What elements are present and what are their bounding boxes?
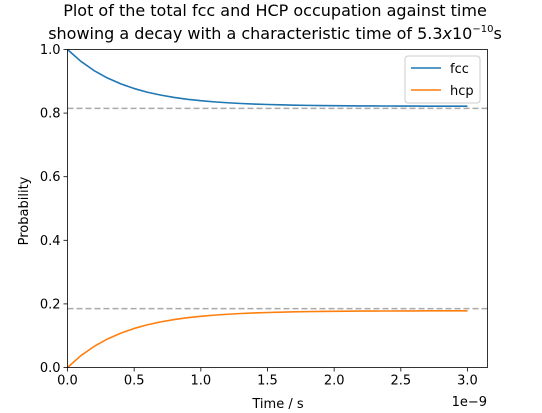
y-tick-label: 0.8 [40,107,61,122]
legend-label-hcp: hcp [450,84,474,99]
chart-title-line-2-exponent: −10 [472,24,493,35]
y-tick-label: 0.2 [40,297,61,312]
legend: fcc hcp [404,55,481,104]
x-tick-label: 1.0 [190,374,211,389]
x-tick-label: 1.5 [257,374,278,389]
chart-title-line-2-base: 10 [452,24,472,43]
y-tick-label: 1.0 [40,43,61,58]
legend-label-fcc: fcc [450,62,469,77]
series-line-hcp [66,310,468,369]
y-axis-label: Probability [17,176,32,245]
chart-title-line-2: showing a decay with a characteristic ti… [48,24,502,43]
y-tick-label: 0.0 [40,361,61,376]
y-tick-label: 0.6 [40,170,61,185]
chart-title-line-2-unit: s [493,24,501,43]
reference-lines [67,107,488,310]
x-axis-offset-label: 1e−9 [452,395,487,410]
x-tick-label: 2.5 [390,374,411,389]
x-tick-label: 0.0 [57,374,78,389]
chart-title-line-1: Plot of the total fcc and HCP occupation… [63,1,487,20]
chart-title-line-2-x: x [442,24,453,43]
y-tick-label: 0.4 [40,234,61,249]
plot-area-frame [67,49,488,368]
y-axis-ticks: 0.0 0.2 0.4 0.6 0.8 1.0 [40,43,68,376]
x-axis-ticks: 0.0 0.5 1.0 1.5 2.0 2.5 3.0 [57,367,478,389]
series-lines [66,48,468,369]
x-tick-label: 0.5 [124,374,145,389]
chart-title-line-2-prefix: showing a decay with a characteristic ti… [48,24,442,43]
x-tick-label: 3.0 [457,374,478,389]
series-line-fcc [66,48,468,107]
x-axis-label: Time / s [251,397,303,412]
x-tick-label: 2.0 [324,374,345,389]
